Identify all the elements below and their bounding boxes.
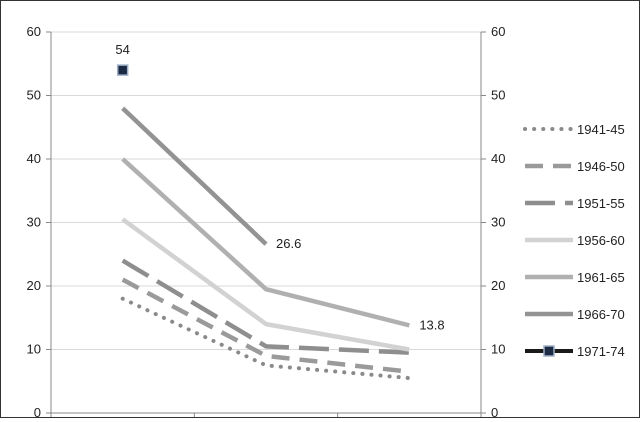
legend-1946-50-label: 1946-50 [577, 159, 625, 174]
axes: 00101020203030404050506060Late 20sEarly … [27, 24, 506, 422]
gridlines [51, 31, 481, 414]
y-tick-label-left: 40 [27, 151, 41, 166]
legend-1971-74-marker [543, 345, 555, 357]
series-1966-70-line [121, 106, 268, 246]
data-label-1971-74: 54 [115, 42, 129, 57]
y-tick-label-right: 10 [491, 342, 505, 357]
y-tick-label-left: 0 [34, 405, 41, 417]
legend-1956-60-label: 1956-60 [577, 233, 625, 248]
y-tick-label-left: 20 [27, 278, 41, 293]
series-1961-65-line [121, 157, 410, 328]
y-tick-label-right: 50 [491, 88, 505, 103]
legend-1966-70-label: 1966-70 [577, 307, 625, 322]
y-tick-label-right: 20 [491, 278, 505, 293]
legend: 1941-45 1946-50 1951-55 1956-60 1961-65 1966-… [523, 122, 625, 359]
series-1946-50-line [121, 277, 410, 374]
series-1951-55-line [121, 258, 410, 355]
legend-1951-55-label: 1951-55 [577, 196, 625, 211]
y-tick-label-left: 30 [27, 215, 41, 230]
y-tick-label-right: 0 [491, 405, 498, 417]
y-tick-label-right: 40 [491, 151, 505, 166]
data-labels: 54 26.6 13.8 [115, 42, 444, 332]
legend-1961-65-label: 1961-65 [577, 270, 625, 285]
y-tick-label-left: 60 [27, 24, 41, 39]
legend-1971-74-label: 1971-74 [577, 344, 625, 359]
y-tick-label-right: 30 [491, 215, 505, 230]
y-tick-label-left: 50 [27, 88, 41, 103]
legend-1941-45-label: 1941-45 [577, 122, 625, 137]
series-lines [116, 64, 412, 381]
series-1971-74-point [116, 64, 129, 76]
y-tick-label-left: 10 [27, 342, 41, 357]
data-label-1966-70: 26.6 [276, 236, 301, 251]
series-1956-60-line [121, 217, 410, 352]
data-label-1961-65: 13.8 [419, 317, 444, 332]
series-1941-45-line [120, 296, 412, 381]
y-tick-label-right: 60 [491, 24, 505, 39]
